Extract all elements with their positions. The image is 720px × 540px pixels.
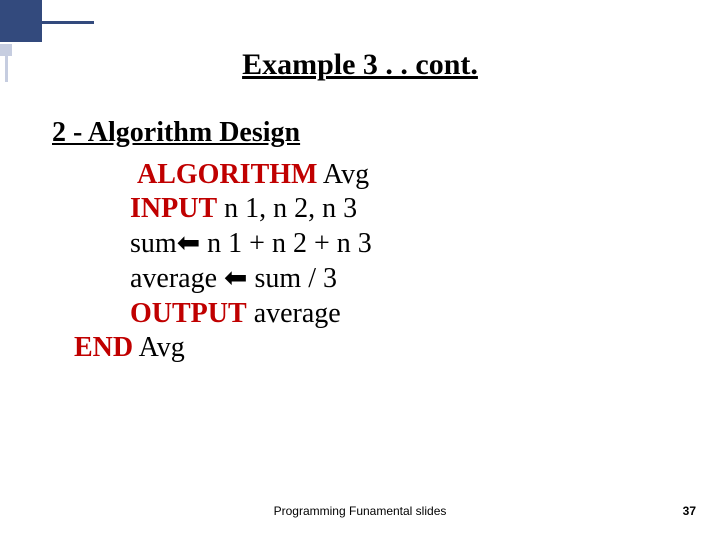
left-arrow-icon: ⬅ [224, 262, 247, 293]
indent [74, 193, 130, 224]
indent [74, 159, 137, 190]
footer-text: Programming Funamental slides [0, 504, 720, 518]
page-number: 37 [683, 504, 696, 518]
keyword-end: END [74, 332, 133, 363]
algo-text: sum / 3 [248, 263, 337, 294]
indent [74, 263, 130, 294]
algo-text: Avg [317, 159, 369, 190]
indent [74, 298, 130, 329]
indent [74, 228, 130, 259]
algo-text: Avg [133, 332, 185, 363]
algo-line-3: sum⬅ n 1 + n 2 + n 3 [74, 226, 372, 261]
algo-text: n 1, n 2, n 3 [217, 193, 357, 224]
corner-line-horizontal [42, 21, 94, 24]
algorithm-block: ALGORITHM Avg INPUT n 1, n 2, n 3 sum⬅ n… [74, 158, 372, 365]
algo-var: sum [130, 228, 177, 259]
left-arrow-icon: ⬅ [177, 227, 200, 258]
algo-var: average [130, 263, 224, 294]
algo-line-1: ALGORITHM Avg [74, 158, 372, 192]
keyword-algorithm: ALGORITHM [137, 159, 317, 190]
algo-line-5: OUTPUT average [74, 297, 372, 331]
algo-line-2: INPUT n 1, n 2, n 3 [74, 192, 372, 226]
algo-line-6: END Avg [74, 331, 372, 365]
algo-line-4: average ⬅ sum / 3 [74, 261, 372, 296]
corner-block-large [0, 0, 42, 42]
algo-text: n 1 + n 2 + n 3 [200, 228, 372, 259]
slide-title: Example 3 . . cont. [0, 48, 720, 82]
algo-text: average [247, 298, 341, 329]
section-heading: 2 - Algorithm Design [52, 117, 300, 149]
keyword-input: INPUT [130, 193, 217, 224]
keyword-output: OUTPUT [130, 298, 247, 329]
